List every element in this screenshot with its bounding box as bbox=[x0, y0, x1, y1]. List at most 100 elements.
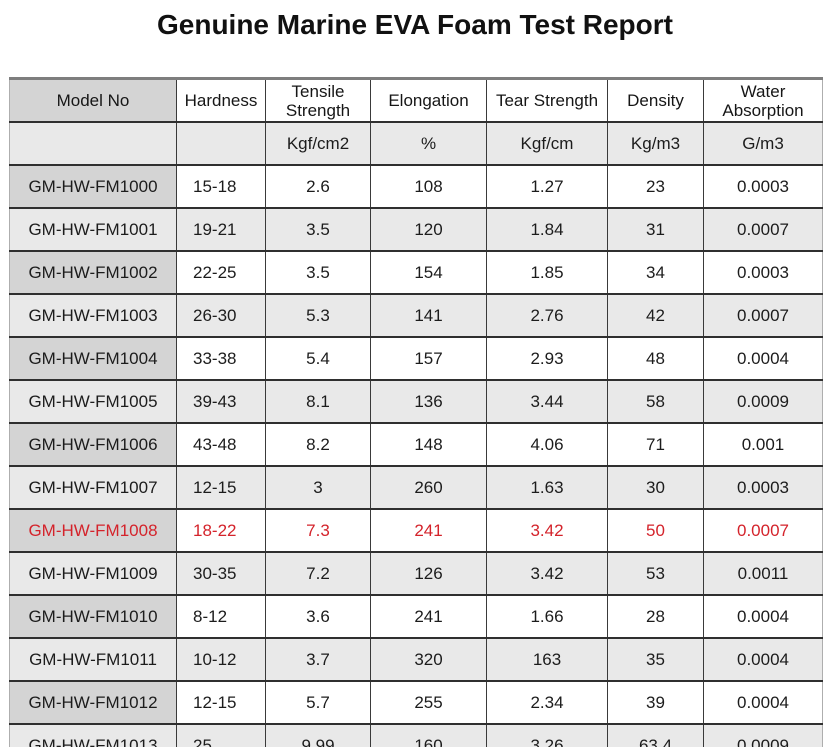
cell-model: GM-HW-FM1003 bbox=[9, 293, 177, 337]
cell-elongation: 260 bbox=[370, 465, 487, 509]
cell-model: GM-HW-FM1007 bbox=[9, 465, 177, 509]
cell-water: 0.0003 bbox=[703, 164, 823, 208]
cell-hardness: 43-48 bbox=[176, 422, 266, 466]
cell-elongation: 120 bbox=[370, 207, 487, 251]
cell-water: 0.0004 bbox=[703, 637, 823, 681]
cell-elongation: 320 bbox=[370, 637, 487, 681]
cell-density: 31 bbox=[607, 207, 704, 251]
cell-hardness: 15-18 bbox=[176, 164, 266, 208]
cell-density: 30 bbox=[607, 465, 704, 509]
cell-elongation: 148 bbox=[370, 422, 487, 466]
cell-model: GM-HW-FM1006 bbox=[9, 422, 177, 466]
cell-water: 0.0004 bbox=[703, 594, 823, 638]
column-header-hardness: Hardness bbox=[176, 78, 266, 122]
cell-density: 50 bbox=[607, 508, 704, 552]
cell-water: 0.0003 bbox=[703, 250, 823, 294]
unit-cell-elongation: % bbox=[370, 121, 487, 165]
cell-tear: 2.76 bbox=[486, 293, 608, 337]
column-header-tear: Tear Strength bbox=[486, 78, 608, 122]
cell-hardness: 12-15 bbox=[176, 465, 266, 509]
cell-tensile: 5.4 bbox=[265, 336, 371, 380]
cell-model: GM-HW-FM1005 bbox=[9, 379, 177, 423]
cell-tensile: 3.6 bbox=[265, 594, 371, 638]
table-row: GM-HW-FM1008 18-22 7.3 241 3.42 50 0.0007 bbox=[9, 508, 823, 552]
cell-model: GM-HW-FM1000 bbox=[9, 164, 177, 208]
cell-hardness: 39-43 bbox=[176, 379, 266, 423]
table-row: GM-HW-FM1004 33-38 5.4 157 2.93 48 0.0004 bbox=[9, 336, 823, 380]
column-header-density: Density bbox=[607, 78, 704, 122]
cell-tear: 3.44 bbox=[486, 379, 608, 423]
cell-tear: 1.63 bbox=[486, 465, 608, 509]
cell-tensile: 5.3 bbox=[265, 293, 371, 337]
unit-cell-model bbox=[9, 121, 177, 165]
table-body: GM-HW-FM1000 15-18 2.6 108 1.27 23 0.0003 GM-HW… bbox=[9, 164, 823, 747]
cell-density: 53 bbox=[607, 551, 704, 595]
table-row: GM-HW-FM1005 39-43 8.1 136 3.44 58 0.0009 bbox=[9, 379, 823, 423]
cell-tensile: 8.1 bbox=[265, 379, 371, 423]
cell-hardness: 18-22 bbox=[176, 508, 266, 552]
table-row: GM-HW-FM1013 25 9.99 160 3.26 63.4 0.0009 bbox=[9, 723, 823, 747]
cell-water: 0.0007 bbox=[703, 293, 823, 337]
cell-tear: 4.06 bbox=[486, 422, 608, 466]
cell-tear: 2.93 bbox=[486, 336, 608, 380]
column-header-model: Model No bbox=[9, 78, 177, 122]
cell-hardness: 25 bbox=[176, 723, 266, 747]
table-row: GM-HW-FM1003 26-30 5.3 141 2.76 42 0.0007 bbox=[9, 293, 823, 337]
cell-water: 0.0004 bbox=[703, 336, 823, 380]
cell-hardness: 22-25 bbox=[176, 250, 266, 294]
units-row: Kgf/cm2% Kgf/cm Kg/m3 G/m3 bbox=[9, 121, 823, 165]
cell-tear: 3.42 bbox=[486, 551, 608, 595]
cell-density: 58 bbox=[607, 379, 704, 423]
cell-tensile: 3.5 bbox=[265, 250, 371, 294]
unit-cell-density: Kg/m3 bbox=[607, 121, 704, 165]
cell-hardness: 10-12 bbox=[176, 637, 266, 681]
cell-model: GM-HW-FM1001 bbox=[9, 207, 177, 251]
cell-tensile: 3.5 bbox=[265, 207, 371, 251]
cell-tensile: 2.6 bbox=[265, 164, 371, 208]
cell-hardness: 26-30 bbox=[176, 293, 266, 337]
cell-density: 42 bbox=[607, 293, 704, 337]
table-row: GM-HW-FM1001 19-21 3.5 120 1.84 31 0.0007 bbox=[9, 207, 823, 251]
cell-elongation: 241 bbox=[370, 508, 487, 552]
cell-tear: 1.85 bbox=[486, 250, 608, 294]
cell-elongation: 241 bbox=[370, 594, 487, 638]
cell-hardness: 33-38 bbox=[176, 336, 266, 380]
cell-density: 71 bbox=[607, 422, 704, 466]
cell-tensile: 9.99 bbox=[265, 723, 371, 747]
cell-hardness: 19-21 bbox=[176, 207, 266, 251]
cell-water: 0.0007 bbox=[703, 207, 823, 251]
cell-water: 0.0011 bbox=[703, 551, 823, 595]
cell-density: 63.4 bbox=[607, 723, 704, 747]
cell-density: 48 bbox=[607, 336, 704, 380]
cell-water: 0.0009 bbox=[703, 379, 823, 423]
table-row: GM-HW-FM1009 30-35 7.2 126 3.42 53 0.0011 bbox=[9, 551, 823, 595]
cell-model: GM-HW-FM1009 bbox=[9, 551, 177, 595]
cell-tensile: 8.2 bbox=[265, 422, 371, 466]
cell-density: 34 bbox=[607, 250, 704, 294]
column-header-tensile: Tensile Strength bbox=[265, 78, 371, 122]
cell-elongation: 108 bbox=[370, 164, 487, 208]
cell-elongation: 255 bbox=[370, 680, 487, 724]
cell-model: GM-HW-FM1008 bbox=[9, 508, 177, 552]
page-title: Genuine Marine EVA Foam Test Report bbox=[156, 9, 673, 40]
cell-tensile: 7.2 bbox=[265, 551, 371, 595]
cell-tear: 1.27 bbox=[486, 164, 608, 208]
cell-hardness: 8-12 bbox=[176, 594, 266, 638]
cell-hardness: 12-15 bbox=[176, 680, 266, 724]
cell-tear: 163 bbox=[486, 637, 608, 681]
cell-model: GM-HW-FM1012 bbox=[9, 680, 177, 724]
cell-water: 0.0007 bbox=[703, 508, 823, 552]
table-row: GM-HW-FM1010 8-12 3.6 241 1.66 28 0.0004 bbox=[9, 594, 823, 638]
column-header-elongation: Elongation bbox=[370, 78, 487, 122]
table-row: GM-HW-FM1007 12-15 3 260 1.63 30 0.0003 bbox=[9, 465, 823, 509]
column-header-water: Water Absorption bbox=[703, 78, 823, 122]
cell-elongation: 136 bbox=[370, 379, 487, 423]
cell-water: 0.0003 bbox=[703, 465, 823, 509]
cell-model: GM-HW-FM1010 bbox=[9, 594, 177, 638]
cell-tear: 3.42 bbox=[486, 508, 608, 552]
cell-water: 0.0009 bbox=[703, 723, 823, 747]
cell-tensile: 5.7 bbox=[265, 680, 371, 724]
cell-elongation: 160 bbox=[370, 723, 487, 747]
cell-tear: 2.34 bbox=[486, 680, 608, 724]
